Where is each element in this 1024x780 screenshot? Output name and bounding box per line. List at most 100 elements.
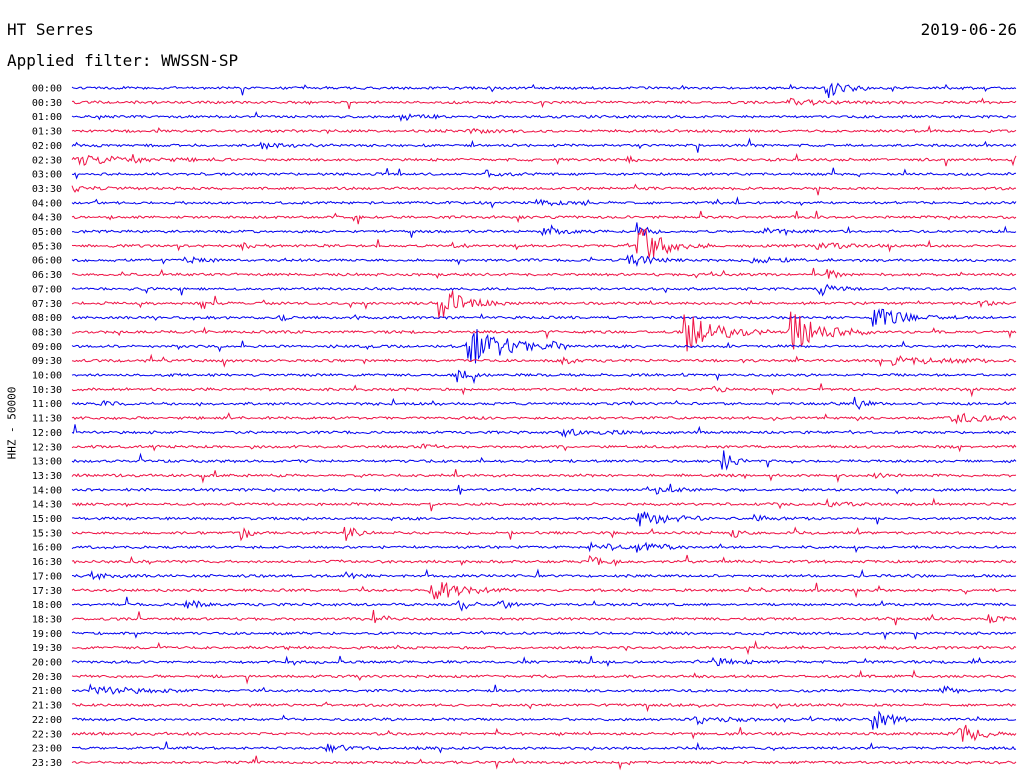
time-label: 13:30 (32, 471, 62, 482)
time-label: 12:00 (32, 428, 62, 439)
time-label: 03:00 (32, 170, 62, 181)
station-name: HT Serres (7, 20, 94, 39)
time-label: 14:30 (32, 500, 62, 511)
time-label: 20:30 (32, 672, 62, 683)
trace-1730 (71, 581, 1017, 600)
trace-1830 (71, 609, 1017, 626)
trace-2000 (71, 655, 1017, 667)
time-label: 19:00 (32, 629, 62, 640)
time-label: 08:30 (32, 327, 62, 338)
trace-1430 (71, 497, 1017, 512)
filter-label: Applied filter: WWSSN-SP (7, 51, 239, 70)
time-label: 17:00 (32, 571, 62, 582)
time-label: 20:00 (32, 658, 62, 669)
time-label: 23:30 (32, 758, 62, 769)
trace-2030 (71, 669, 1017, 685)
trace-2330 (71, 755, 1017, 771)
time-label: 02:30 (32, 155, 62, 166)
time-label: 07:30 (32, 299, 62, 310)
time-label: 12:30 (32, 442, 62, 453)
time-label: 02:00 (32, 141, 62, 152)
trace-1030 (71, 383, 1017, 398)
trace-1300 (71, 450, 1017, 471)
trace-2230 (71, 724, 1017, 742)
trace-0830 (71, 311, 1017, 352)
trace-0600 (71, 254, 1017, 268)
trace-2100 (71, 683, 1017, 695)
time-label: 03:30 (32, 184, 62, 195)
trace-1000 (71, 369, 1017, 385)
time-label: 01:30 (32, 127, 62, 138)
time-label: 09:00 (32, 342, 62, 353)
trace-1200 (71, 424, 1017, 439)
trace-0030 (71, 97, 1017, 110)
trace-0900 (71, 329, 1017, 364)
trace-0700 (71, 283, 1017, 297)
time-label: 18:00 (32, 600, 62, 611)
trace-1400 (71, 483, 1017, 495)
time-label: 18:30 (32, 614, 62, 625)
trace-0930 (71, 353, 1017, 368)
time-label: 22:00 (32, 715, 62, 726)
trace-0130 (71, 124, 1017, 135)
trace-0730 (71, 290, 1017, 318)
trace-1500 (71, 511, 1017, 527)
trace-0630 (71, 267, 1017, 280)
trace-1130 (71, 412, 1017, 425)
time-label: 06:30 (32, 270, 62, 281)
trace-0000 (71, 82, 1017, 98)
trace-0300 (71, 167, 1017, 180)
time-label: 08:00 (32, 313, 62, 324)
trace-0100 (71, 111, 1017, 123)
time-label: 21:30 (32, 701, 62, 712)
trace-1600 (71, 541, 1017, 554)
time-label: 04:00 (32, 198, 62, 209)
trace-1630 (71, 554, 1017, 567)
trace-0330 (71, 183, 1017, 196)
trace-0530 (71, 227, 1017, 258)
record-date: 2019-06-26 (920, 20, 1017, 39)
time-label: 11:00 (32, 399, 62, 410)
time-label: 19:30 (32, 643, 62, 654)
time-label: 11:30 (32, 414, 62, 425)
trace-1530 (71, 526, 1017, 542)
trace-0200 (71, 137, 1017, 153)
trace-0230 (71, 152, 1017, 167)
trace-0500 (71, 222, 1017, 238)
time-label: 13:00 (32, 457, 62, 468)
trace-1800 (71, 596, 1017, 612)
time-label: 00:00 (32, 84, 62, 95)
time-label: 09:30 (32, 356, 62, 367)
time-label: 21:00 (32, 686, 62, 697)
trace-0800 (71, 308, 1017, 327)
trace-1100 (71, 396, 1017, 410)
time-label: 16:00 (32, 543, 62, 554)
time-label: 22:30 (32, 729, 62, 740)
time-label: 01:00 (32, 112, 62, 123)
trace-0400 (71, 196, 1017, 209)
time-label: 17:30 (32, 586, 62, 597)
time-label: 16:30 (32, 557, 62, 568)
trace-2130 (71, 701, 1017, 713)
time-label: 00:30 (32, 98, 62, 109)
trace-1330 (71, 469, 1017, 484)
trace-1930 (71, 640, 1017, 656)
time-label: 15:00 (32, 514, 62, 525)
trace-1900 (71, 630, 1016, 641)
trace-2200 (72, 710, 1017, 730)
trace-0430 (71, 210, 1017, 225)
trace-1230 (71, 443, 1017, 453)
time-label: 05:00 (32, 227, 62, 238)
time-label: 23:00 (32, 744, 62, 755)
trace-1700 (71, 568, 1017, 581)
trace-2300 (71, 741, 1017, 754)
time-label: 06:00 (32, 256, 62, 267)
time-label: 07:00 (32, 284, 62, 295)
time-label: 04:30 (32, 213, 62, 224)
time-label: 05:30 (32, 241, 62, 252)
time-label: 14:00 (32, 485, 62, 496)
time-label: 10:30 (32, 385, 62, 396)
time-label: 15:30 (32, 528, 62, 539)
time-label: 10:00 (32, 371, 62, 382)
